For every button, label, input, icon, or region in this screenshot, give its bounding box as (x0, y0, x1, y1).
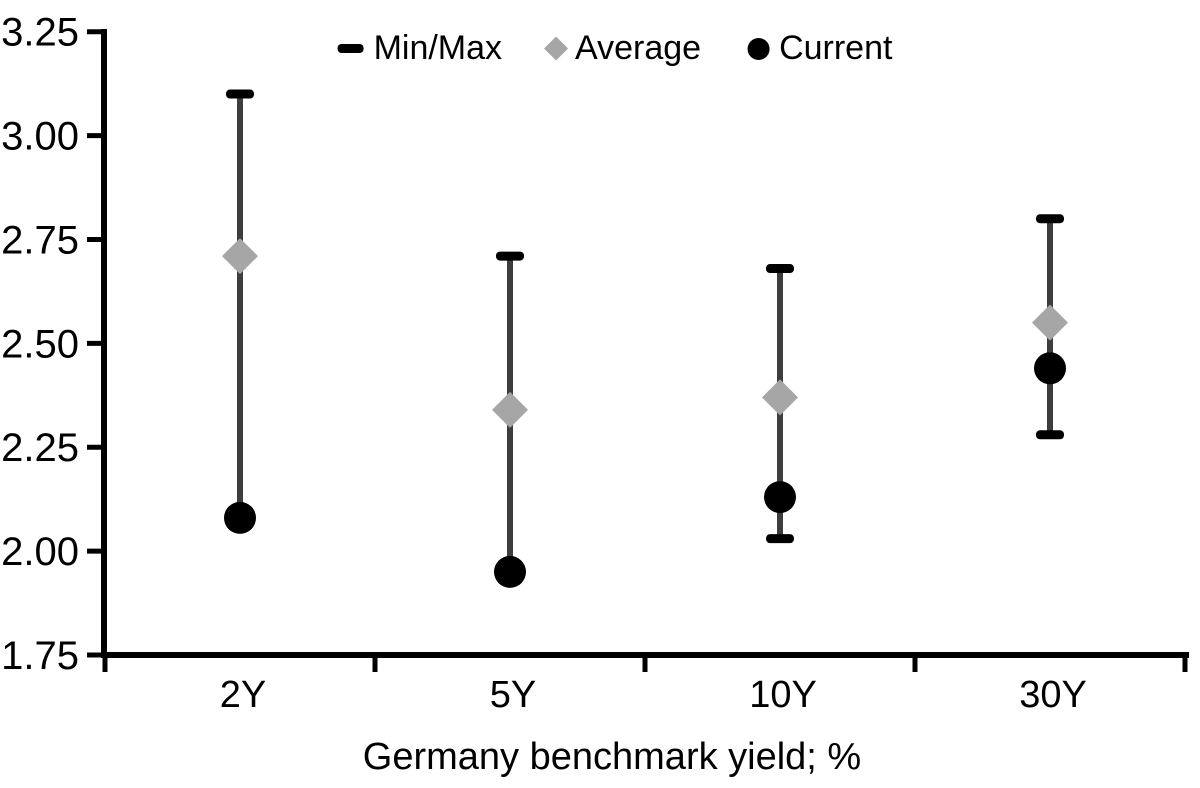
average-diamond-icon (544, 36, 569, 61)
average-diamond-marker (492, 391, 528, 428)
average-diamond-marker (1032, 304, 1068, 341)
current-circle-marker (224, 501, 256, 534)
min-cap (1036, 430, 1064, 440)
legend-item-current: Current (747, 29, 892, 68)
max-cap (766, 264, 794, 274)
minmax-dash-icon (337, 44, 364, 54)
legend-item-minmax: Min/Max (337, 29, 503, 68)
x-category-label: 30Y (1019, 674, 1087, 716)
max-cap (1036, 214, 1064, 224)
legend-label-current: Current (779, 29, 893, 67)
y-tick-label: 1.75 (1, 634, 79, 678)
current-circle-icon (747, 37, 770, 60)
max-cap (496, 251, 524, 261)
y-tick-label: 3.00 (1, 115, 79, 159)
min-cap (766, 534, 794, 544)
max-cap (226, 89, 254, 99)
legend-label-average: Average (575, 29, 702, 67)
legend: Min/Max Average Current (337, 29, 892, 68)
y-tick-label: 2.25 (1, 426, 79, 470)
current-circle-marker (494, 555, 526, 588)
legend-item-average: Average (544, 29, 702, 68)
x-category-label: 5Y (490, 674, 536, 716)
legend-label-minmax: Min/Max (373, 29, 503, 67)
average-diamond-marker (222, 238, 258, 275)
y-tick-label: 3.25 (1, 11, 79, 55)
current-circle-marker (764, 481, 796, 514)
x-category-label: 10Y (749, 674, 817, 716)
average-diamond-marker (762, 379, 798, 416)
y-tick-label: 2.00 (1, 530, 79, 574)
current-circle-marker (1034, 352, 1066, 385)
y-tick-label: 2.50 (1, 322, 79, 366)
x-axis-title: Germany benchmark yield; % (362, 736, 862, 778)
y-tick-label: 2.75 (1, 218, 79, 262)
x-category-label: 2Y (220, 674, 266, 716)
